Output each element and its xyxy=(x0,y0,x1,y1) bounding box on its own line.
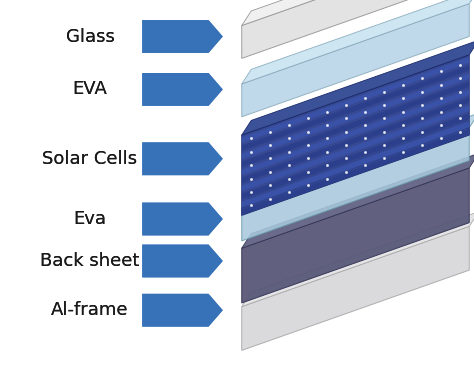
Polygon shape xyxy=(242,40,474,135)
Polygon shape xyxy=(142,294,223,327)
Polygon shape xyxy=(242,122,469,207)
Bar xyxy=(0,0,237,365)
Polygon shape xyxy=(142,294,223,327)
Polygon shape xyxy=(242,153,474,248)
Polygon shape xyxy=(242,226,469,350)
Text: Eva: Eva xyxy=(73,210,107,228)
Text: Al-frame: Al-frame xyxy=(51,301,129,319)
Polygon shape xyxy=(242,0,469,58)
Text: Glass: Glass xyxy=(65,27,115,46)
Polygon shape xyxy=(142,20,223,53)
Polygon shape xyxy=(242,89,469,175)
Polygon shape xyxy=(142,245,223,277)
Polygon shape xyxy=(242,114,469,199)
Polygon shape xyxy=(142,142,223,175)
Polygon shape xyxy=(242,57,469,143)
Polygon shape xyxy=(242,73,469,159)
Polygon shape xyxy=(242,113,474,208)
Polygon shape xyxy=(242,168,469,303)
Polygon shape xyxy=(242,0,474,26)
Text: Back sheet: Back sheet xyxy=(40,252,140,270)
Text: EVA: EVA xyxy=(73,80,108,99)
Polygon shape xyxy=(242,81,469,167)
Text: Al-frame: Al-frame xyxy=(51,301,129,319)
Text: Solar Cells: Solar Cells xyxy=(43,150,137,168)
Polygon shape xyxy=(242,4,469,117)
Polygon shape xyxy=(142,73,223,106)
Polygon shape xyxy=(242,55,469,215)
Text: Back sheet: Back sheet xyxy=(40,252,140,270)
Polygon shape xyxy=(242,97,469,183)
Polygon shape xyxy=(142,20,223,53)
Text: Glass: Glass xyxy=(65,27,115,46)
Polygon shape xyxy=(242,130,469,215)
Polygon shape xyxy=(142,203,223,235)
Polygon shape xyxy=(242,105,469,191)
Polygon shape xyxy=(142,142,223,175)
Polygon shape xyxy=(242,128,469,241)
Polygon shape xyxy=(242,65,469,151)
Polygon shape xyxy=(142,73,223,106)
Polygon shape xyxy=(142,203,223,235)
Polygon shape xyxy=(142,245,223,277)
Text: Eva: Eva xyxy=(73,210,107,228)
Polygon shape xyxy=(242,0,474,84)
Text: Solar Cells: Solar Cells xyxy=(43,150,137,168)
Text: EVA: EVA xyxy=(73,80,108,99)
Polygon shape xyxy=(242,212,474,307)
